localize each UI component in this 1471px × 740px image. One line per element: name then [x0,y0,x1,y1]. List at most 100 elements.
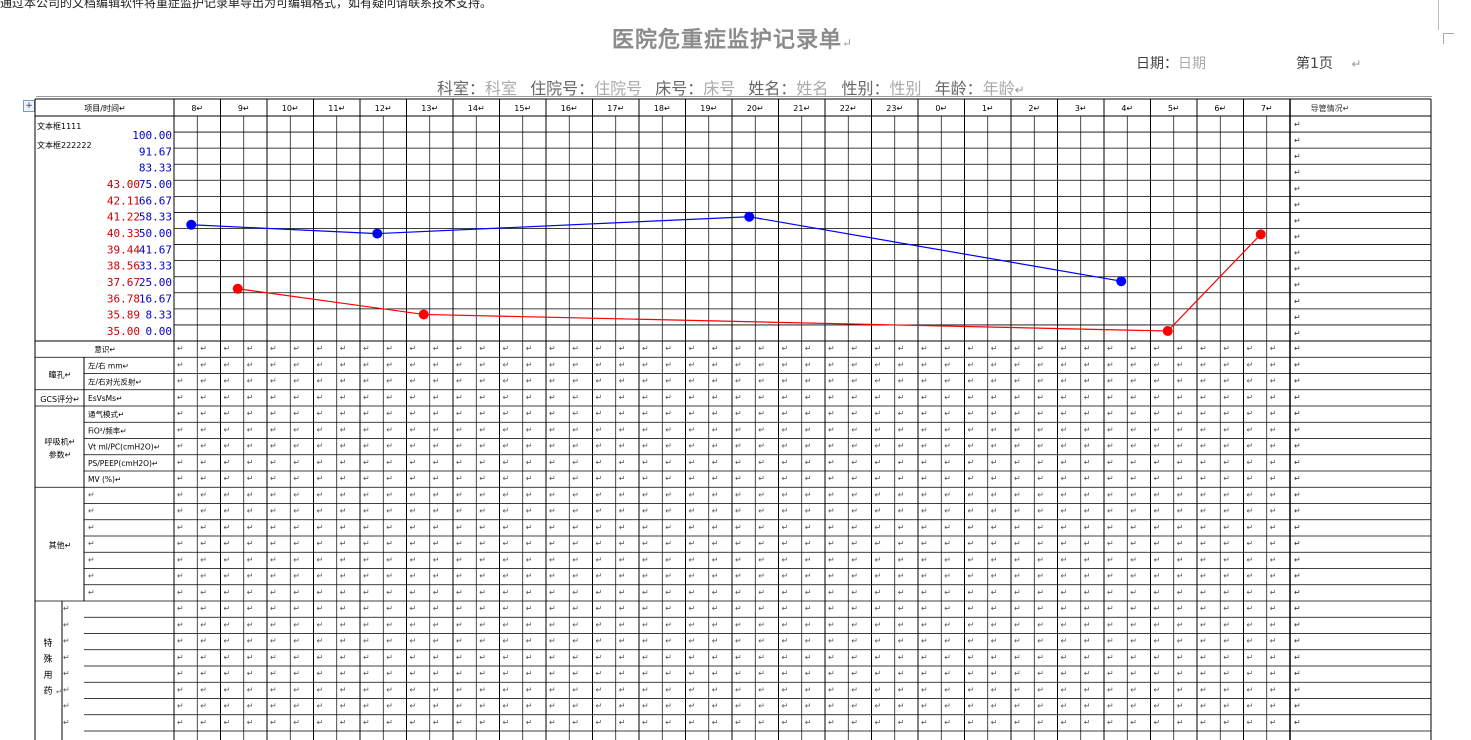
paragraph-mark-icon: ↵ [1130,409,1137,418]
paragraph-mark-icon: ↵ [1014,344,1021,353]
paragraph-mark-icon: ↵ [293,718,300,727]
paragraph-mark-icon: ↵ [340,474,347,483]
paragraph-mark-icon: ↵ [1130,604,1137,613]
data-point-blue-12[interactable] [372,228,383,239]
gender-value[interactable]: 性别 [889,79,922,98]
paragraph-mark-icon: ↵ [596,377,603,386]
paragraph-mark-icon: ↵ [1037,702,1044,711]
paragraph-mark-icon: ↵ [1177,344,1184,353]
paragraph-mark-icon: ↵ [851,458,858,467]
paragraph-mark-icon: ↵ [689,344,696,353]
group-label-char: 特 [43,637,52,649]
paragraph-mark-icon: ↵ [433,685,440,694]
paragraph-mark-icon: ↵ [503,637,510,646]
paragraph-mark-icon: ↵ [340,604,347,613]
paragraph-mark-icon: ↵ [1014,474,1021,483]
paragraph-mark-icon: ↵ [735,442,742,451]
paragraph-mark-icon: ↵ [1154,409,1161,418]
paragraph-mark-icon: ↵ [1037,474,1044,483]
paragraph-mark-icon: ↵ [224,604,231,613]
paragraph-mark-icon: ↵ [479,409,486,418]
age-value[interactable]: 年龄 [982,79,1015,98]
paragraph-mark-icon: ↵ [549,344,556,353]
textbox-1[interactable]: 文本框1111 [37,121,81,131]
data-point-red-5[interactable] [1162,326,1173,336]
data-point-blue-8[interactable] [186,219,197,230]
paragraph-mark-icon: ↵ [363,507,370,516]
paragraph-mark-icon: ↵ [177,702,184,711]
paragraph-mark-icon: ↵ [177,344,184,353]
paragraph-mark-icon: ↵ [1177,702,1184,711]
paragraph-mark-icon: ↵ [63,604,70,613]
hour-label-10: 10↵ [282,104,299,113]
data-point-blue-20[interactable] [744,211,755,222]
paragraph-mark-icon: ↵ [968,442,975,451]
paragraph-mark-icon: ↵ [1270,588,1277,597]
paragraph-mark-icon: ↵ [293,523,300,532]
paragraph-mark-icon: ↵ [642,474,649,483]
paragraph-mark-icon: ↵ [526,409,533,418]
paragraph-mark-icon: ↵ [665,393,672,402]
paragraph-mark-icon: ↵ [293,507,300,516]
paragraph-mark-icon: ↵ [1154,637,1161,646]
paragraph-mark-icon: ↵ [293,653,300,662]
paragraph-mark-icon: ↵ [735,604,742,613]
paragraph-mark-icon: ↵ [479,425,486,434]
paragraph-mark-icon: ↵ [968,588,975,597]
paragraph-mark-icon: ↵ [712,523,719,532]
paragraph-mark-icon: ↵ [619,669,626,678]
row-label: PS/PEEP(cmH2O)↵ [88,459,158,468]
date-value[interactable]: 日期 [1178,56,1206,72]
textbox-2[interactable]: 文本框222222 [37,140,92,150]
paragraph-mark-icon: ↵ [921,377,928,386]
paragraph-mark-icon: ↵ [1294,458,1301,467]
paragraph-mark-icon: ↵ [944,669,951,678]
paragraph-mark-icon: ↵ [642,604,649,613]
paragraph-mark-icon: ↵ [1177,588,1184,597]
paragraph-mark-icon: ↵ [1270,393,1277,402]
group-label: 参数↵ [49,450,72,460]
paragraph-mark-icon: ↵ [224,685,231,694]
paragraph-mark-icon: ↵ [758,409,765,418]
paragraph-mark-icon: ↵ [1223,409,1230,418]
paragraph-mark-icon: ↵ [1200,523,1207,532]
paragraph-mark-icon: ↵ [735,360,742,369]
paragraph-mark-icon: ↵ [851,507,858,516]
dept-value[interactable]: 科室 [485,79,518,98]
paragraph-mark-icon: ↵ [410,490,417,499]
paragraph-mark-icon: ↵ [270,425,277,434]
paragraph-mark-icon: ↵ [642,344,649,353]
paragraph-mark-icon: ↵ [549,718,556,727]
paragraph-mark-icon: ↵ [479,669,486,678]
paragraph-mark-icon: ↵ [224,620,231,629]
paragraph-mark-icon: ↵ [875,490,882,499]
paragraph-mark-icon: ↵ [805,539,812,548]
data-point-red-7[interactable] [1255,229,1266,240]
paragraph-mark-icon: ↵ [572,393,579,402]
data-point-red-13[interactable] [418,309,429,320]
data-point-blue-4[interactable] [1116,276,1127,287]
paragraph-mark-icon: ↵ [88,490,95,499]
paragraph-mark-icon: ↵ [805,555,812,564]
data-point-red-9[interactable] [232,283,243,294]
paragraph-mark-icon: ↵ [200,425,207,434]
paragraph-mark-icon: ↵ [410,474,417,483]
hour-label-7: 7↵ [1261,104,1273,113]
paragraph-mark-icon: ↵ [921,360,928,369]
inpatient-value[interactable]: 住院号 [594,79,643,98]
paragraph-mark-icon: ↵ [1200,620,1207,629]
hour-label-3: 3↵ [1075,104,1087,113]
paragraph-mark-icon: ↵ [293,539,300,548]
paragraph-mark-icon: ↵ [944,523,951,532]
paragraph-mark-icon: ↵ [735,539,742,548]
paragraph-mark-icon: ↵ [340,360,347,369]
paragraph-mark-icon: ↵ [782,702,789,711]
name-value[interactable]: 姓名 [796,79,829,98]
paragraph-mark-icon: ↵ [828,344,835,353]
paragraph-mark-icon: ↵ [386,572,393,581]
paragraph-mark-icon: ↵ [875,653,882,662]
bed-value[interactable]: 床号 [703,79,736,98]
paragraph-mark-icon: ↵ [1294,249,1301,258]
paragraph-mark-icon: ↵ [1294,329,1301,338]
paragraph-mark-icon: ↵ [1107,360,1114,369]
